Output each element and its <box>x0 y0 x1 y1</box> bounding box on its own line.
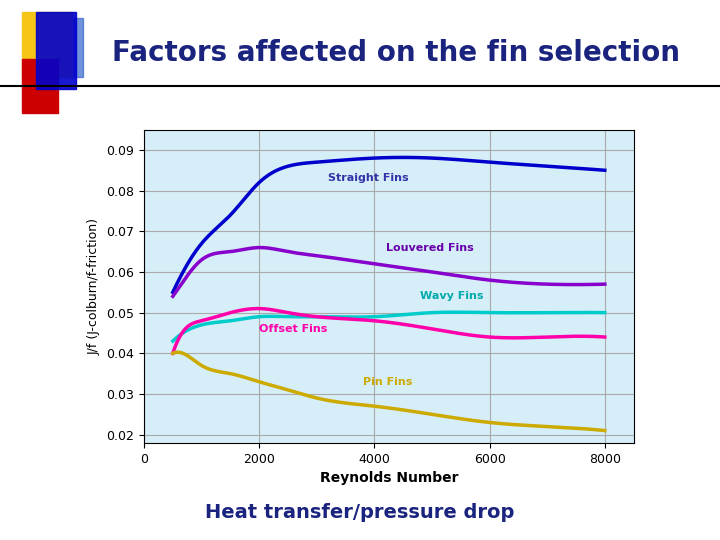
Text: Straight Fins: Straight Fins <box>328 173 409 184</box>
Y-axis label: J/f (J-colburn/f-friction): J/f (J-colburn/f-friction) <box>88 218 101 355</box>
Bar <box>22 59 58 113</box>
Text: Offset Fins: Offset Fins <box>259 324 328 334</box>
Bar <box>36 12 76 89</box>
Bar <box>54 18 83 77</box>
Bar <box>22 12 72 77</box>
Text: Louvered Fins: Louvered Fins <box>386 242 474 253</box>
Text: Heat transfer/pressure drop: Heat transfer/pressure drop <box>205 503 515 523</box>
X-axis label: Reynolds Number: Reynolds Number <box>320 471 458 485</box>
Text: Wavy Fins: Wavy Fins <box>420 292 484 301</box>
Text: Pin Fins: Pin Fins <box>363 377 413 387</box>
Text: Factors affected on the fin selection: Factors affected on the fin selection <box>112 39 680 68</box>
